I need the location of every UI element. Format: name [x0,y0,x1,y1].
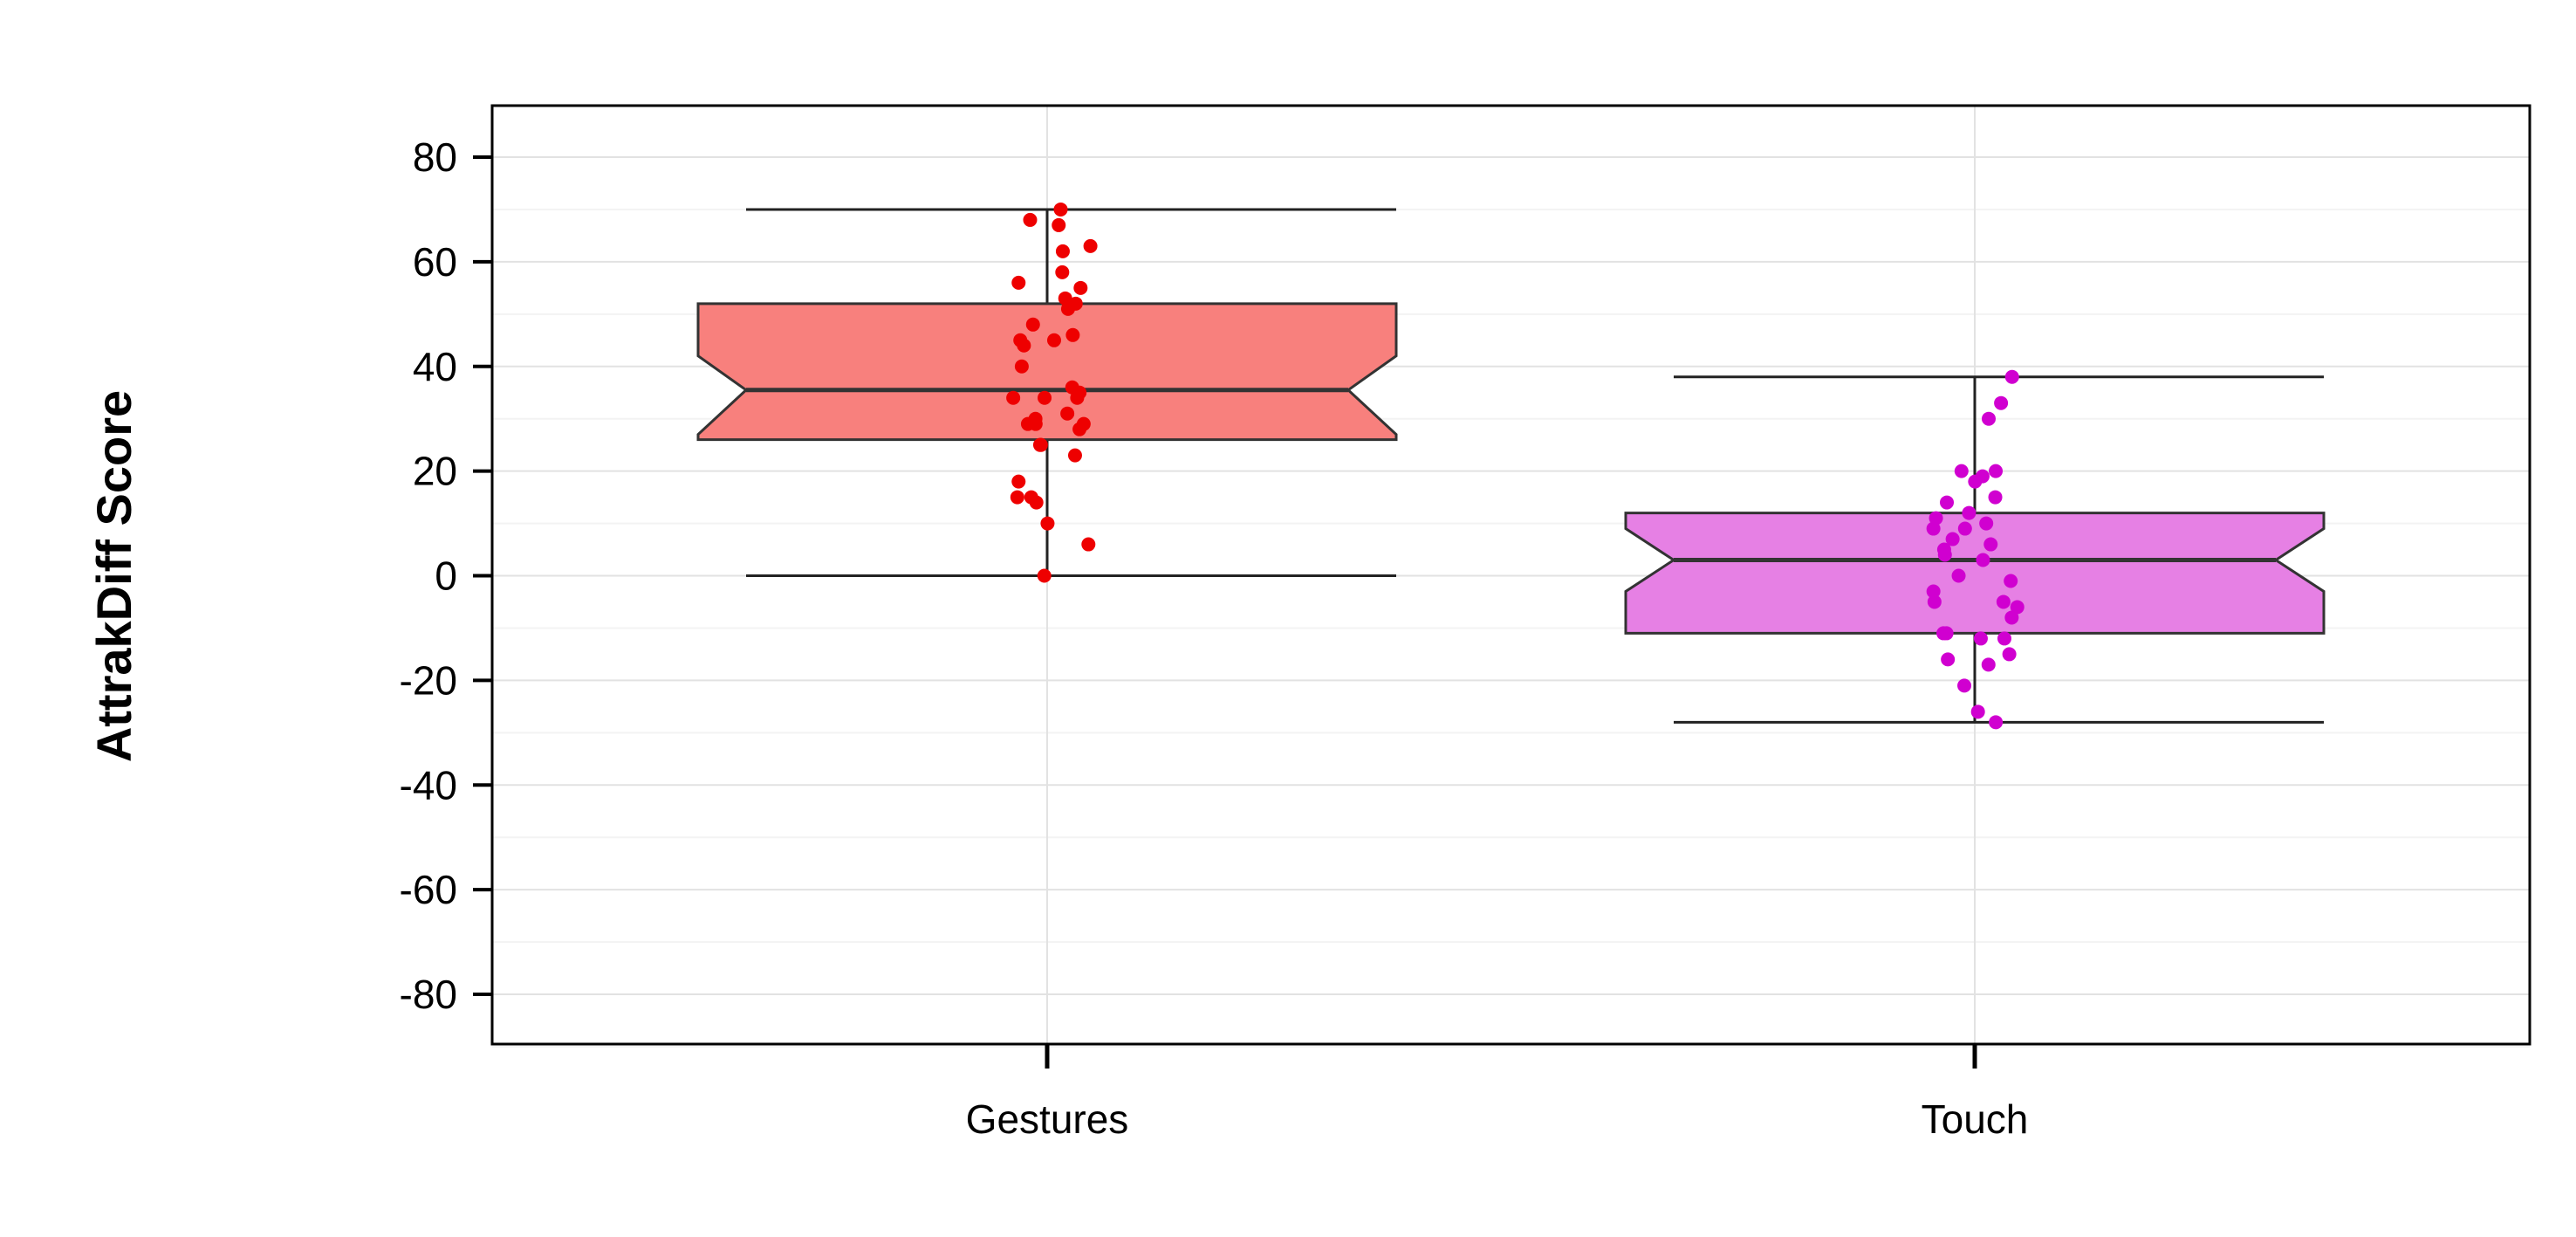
y-tick-label: -40 [400,762,457,807]
data-point [1951,568,1966,583]
data-point [1065,327,1080,342]
y-tick-label: -60 [400,867,457,912]
data-point [1052,217,1066,232]
data-point [1006,390,1021,405]
data-point [1994,395,2009,410]
grid-layer [492,104,2530,1048]
data-point [1072,422,1087,436]
data-point [1983,537,1998,552]
data-point [1055,244,1070,258]
data-point [1010,490,1024,505]
notched-box-gestures [696,302,1398,442]
y-tick-label: 60 [413,239,457,285]
y-axis-title: AttrakDiff Score [86,390,141,762]
data-point [1014,359,1029,374]
y-tick-label: 40 [413,344,457,389]
data-point [1040,516,1055,531]
data-point [1033,437,1048,452]
data-point [1970,704,1985,719]
data-point [1926,521,1941,536]
data-point [1968,474,1983,489]
data-point [2010,600,2024,615]
data-point [1926,584,1941,599]
data-point [2004,610,2019,625]
y-tick-label: 0 [435,553,457,599]
point-layer [1006,202,2024,730]
data-point [1927,594,1942,609]
y-tick-label: -80 [400,972,457,1017]
data-point [1046,333,1061,347]
data-point [1954,464,1969,478]
data-point [1029,495,1044,510]
data-point [1973,631,1988,646]
data-point [1981,411,1996,426]
data-point [1936,626,1951,641]
data-point [1038,390,1052,405]
data-point [1962,505,1977,520]
data-point [1996,594,2011,609]
data-point [1083,238,1098,253]
data-point [1976,553,1990,567]
axis-layer: -80 -60 -40 -20 0 20 40 60 80 Gestures Touch [400,134,2029,1142]
data-point [1067,448,1082,463]
data-point [1945,532,1960,546]
data-point [1988,490,2003,505]
x-tick-label: Gestures [966,1096,1129,1142]
data-point [1053,202,1068,216]
data-point [1070,390,1085,405]
data-point [1989,464,2004,478]
y-tick-label: -20 [400,657,457,703]
data-point [1017,338,1031,353]
data-point [1025,317,1040,332]
y-tick-label: 80 [413,134,457,180]
y-tick-label: 20 [413,449,457,494]
x-tick-label: Touch [1922,1096,2029,1142]
data-point [1989,715,2004,730]
data-point [1073,280,1088,295]
data-point [1060,301,1075,316]
data-point [1060,406,1075,421]
data-point [1011,275,1026,290]
data-point [2004,369,2019,384]
data-point [1981,657,1996,672]
data-point [1940,495,1955,510]
data-point [1929,511,1943,526]
box-layer [696,208,2326,724]
data-point [1037,568,1052,583]
data-point [1055,265,1070,279]
data-point [1957,521,1972,536]
notched-box-touch [1624,512,2326,635]
data-point [1011,474,1026,489]
data-point [1937,547,1952,562]
data-point [2002,647,2017,662]
data-point [1081,537,1096,552]
data-point [1997,631,2011,646]
data-point [1979,516,1994,531]
data-point [1023,212,1038,227]
data-point [1028,416,1043,431]
data-point [1058,291,1072,306]
data-point [2004,574,2018,588]
data-point [1957,678,1972,693]
data-point [1941,652,1956,667]
